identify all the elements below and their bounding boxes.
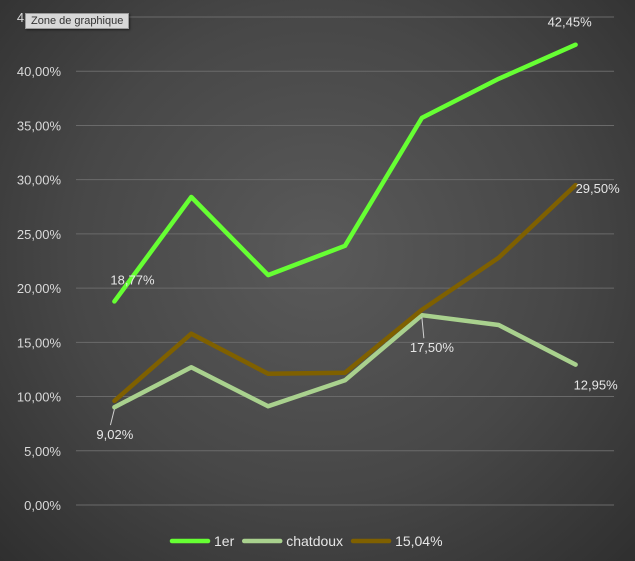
y-axis: 0,00% 5,00% 10,00% 15,00% 20,00% 25,00% 30,00%… xyxy=(17,10,62,513)
data-label: 29,50% xyxy=(576,181,621,196)
series-lines xyxy=(112,42,578,410)
label-leader-line xyxy=(421,317,425,339)
data-label: 17,50% xyxy=(410,340,455,355)
legend-label[interactable]: chatdoux xyxy=(286,533,343,549)
series-line-2[interactable] xyxy=(112,182,578,404)
data-label: 12,95% xyxy=(574,378,619,393)
legend-label[interactable]: 15,04% xyxy=(395,533,442,549)
data-label: 18,77% xyxy=(110,272,155,287)
y-tick-label: 10,00% xyxy=(17,390,62,405)
y-tick-label: 20,00% xyxy=(17,281,62,296)
y-tick-label: 5,00% xyxy=(24,444,61,459)
y-tick-label: 0,00% xyxy=(24,498,61,513)
gridlines xyxy=(76,16,614,506)
data-labels: 18,77% 42,45% 9,02% 17,50% 12,95% 29,50% xyxy=(96,15,620,443)
label-leader-line xyxy=(109,409,115,426)
y-tick-label: 35,00% xyxy=(17,118,62,133)
chart-area-tooltip: Zone de graphique xyxy=(25,13,130,29)
data-label: 42,45% xyxy=(548,15,593,30)
y-tick-label: 40,00% xyxy=(17,64,62,79)
y-tick-label: 30,00% xyxy=(17,173,62,188)
series-line-0[interactable] xyxy=(112,42,578,304)
series-line-1[interactable] xyxy=(112,312,578,410)
data-label: 9,02% xyxy=(96,427,133,442)
y-tick-label: 15,00% xyxy=(17,335,62,350)
legend: 1er chatdoux 15,04% xyxy=(169,533,443,549)
y-tick-label: 25,00% xyxy=(17,227,62,242)
legend-label[interactable]: 1er xyxy=(214,533,235,549)
